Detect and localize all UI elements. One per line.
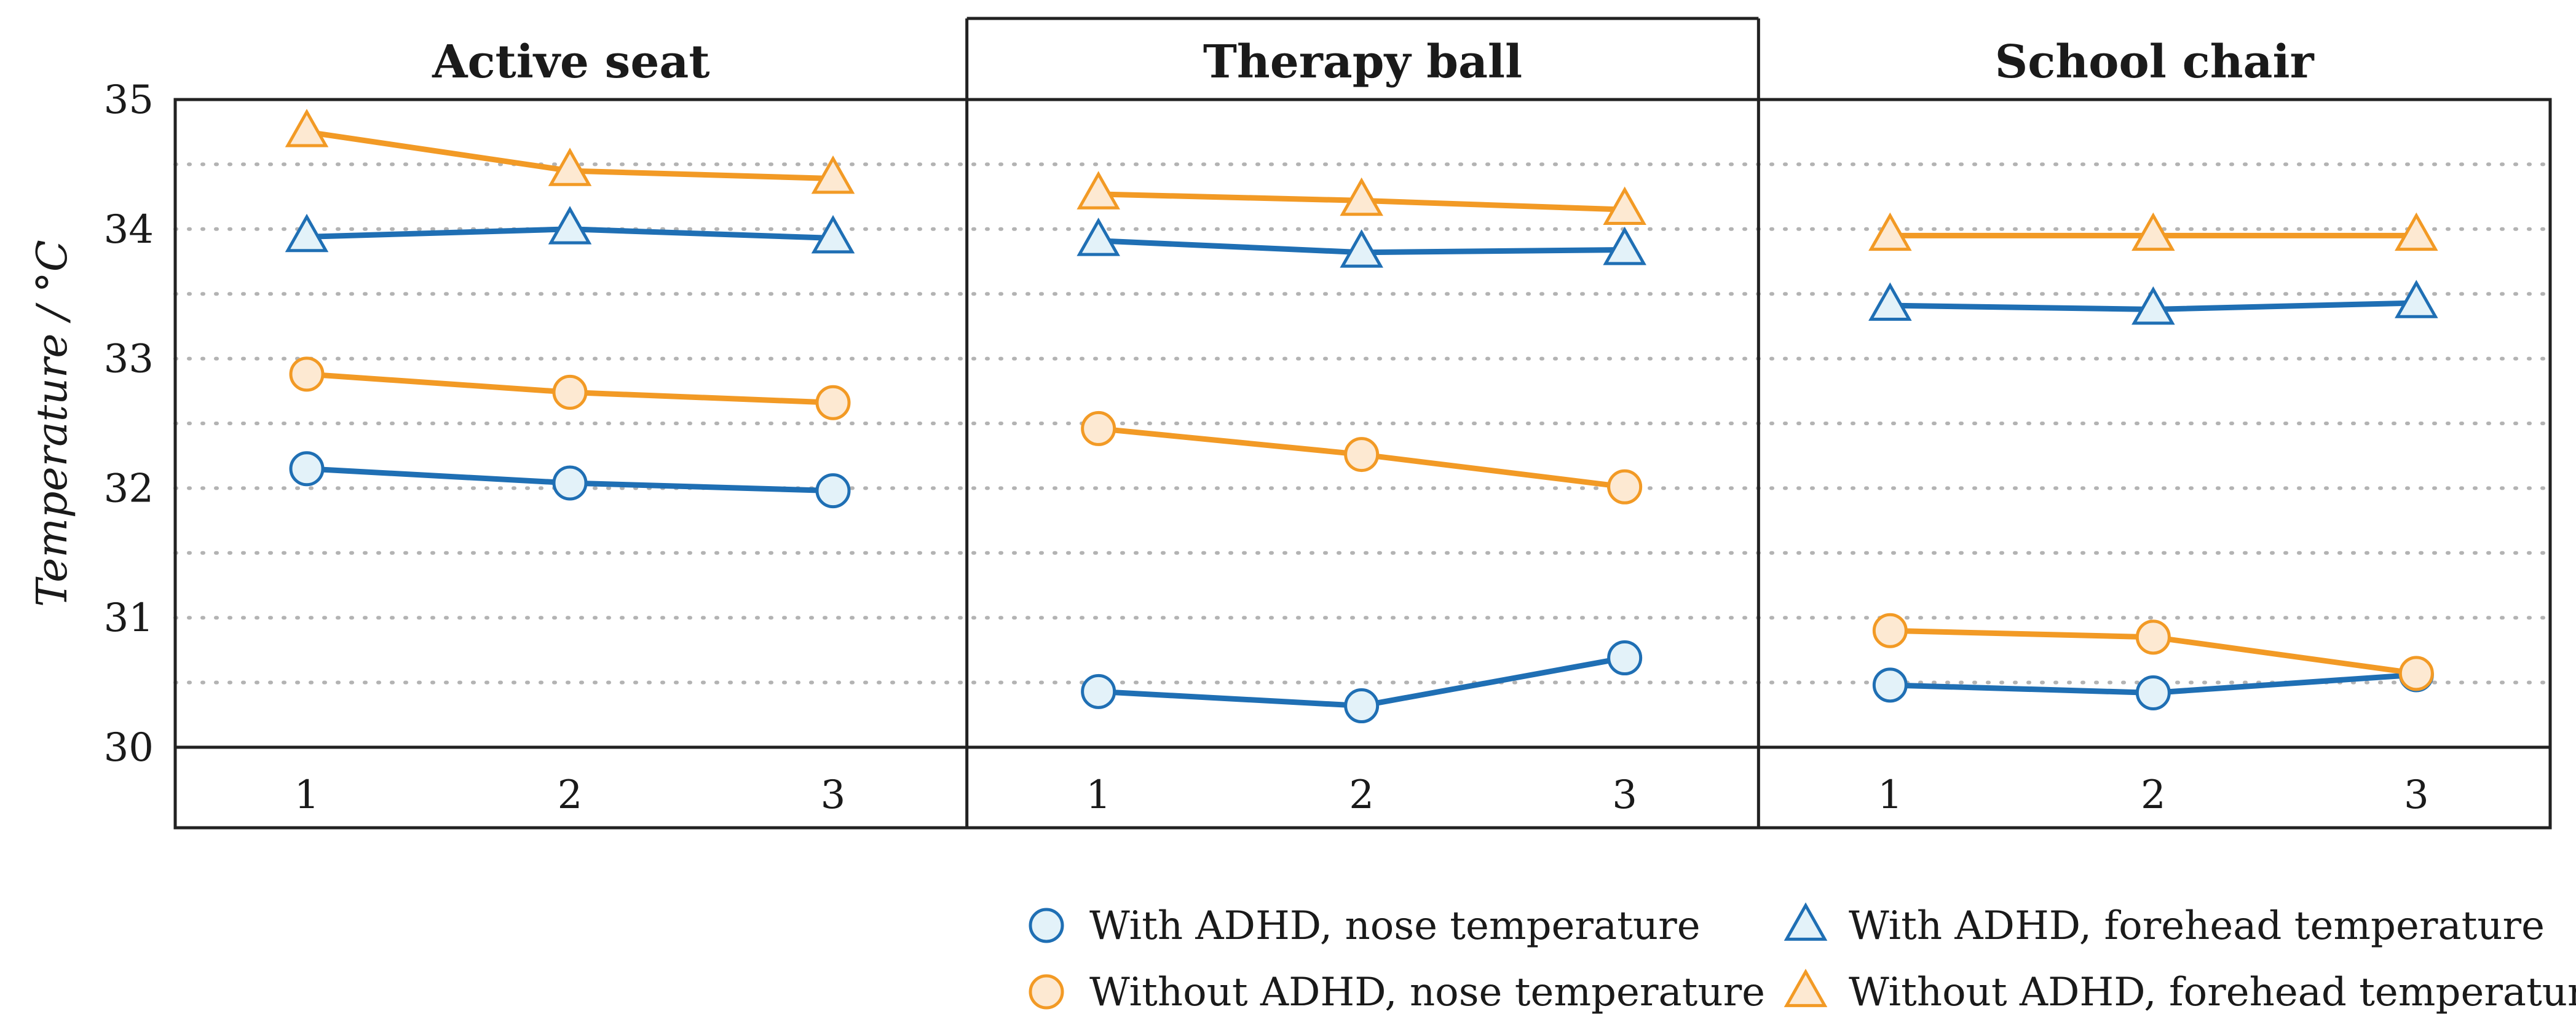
legend: With ADHD, nose temperature With ADHD, fo… bbox=[1029, 902, 2576, 1015]
data-point bbox=[2398, 656, 2434, 691]
data-point bbox=[1872, 613, 1908, 648]
y-axis: 30 31 32 33 34 35 Temperature / °C bbox=[28, 77, 154, 771]
data-point bbox=[2132, 212, 2175, 251]
panel-title: School chair bbox=[1995, 36, 2315, 88]
legend-marker bbox=[1784, 968, 1828, 1007]
x-axis: 1 2 3 1 2 3 1 2 3 bbox=[294, 772, 2429, 818]
data-point bbox=[548, 206, 592, 245]
x-tick-label: 2 bbox=[2141, 772, 2166, 818]
data-point bbox=[548, 147, 592, 186]
panel-titles: Active seat Therapy ball School chair bbox=[432, 36, 2314, 88]
data-point bbox=[815, 385, 851, 420]
data-point bbox=[2395, 280, 2438, 318]
data-point bbox=[2395, 212, 2438, 251]
data-point bbox=[285, 109, 329, 147]
data-point bbox=[1077, 171, 1120, 210]
data-point bbox=[285, 213, 329, 253]
data-point bbox=[1603, 226, 1646, 265]
legend-marker bbox=[1029, 908, 1064, 943]
data-point bbox=[289, 356, 325, 392]
data-point bbox=[2135, 675, 2171, 710]
legend-label: Without ADHD, forehead temperature bbox=[1849, 970, 2576, 1015]
data-point bbox=[1872, 667, 1908, 703]
legend-marker bbox=[1029, 974, 1064, 1010]
data-point bbox=[1340, 229, 1383, 268]
y-tick-label: 34 bbox=[104, 207, 154, 253]
data-point bbox=[552, 374, 588, 410]
data-point bbox=[289, 451, 325, 487]
y-tick-label: 33 bbox=[104, 337, 154, 382]
x-tick-label: 1 bbox=[294, 772, 320, 818]
data-point bbox=[1077, 218, 1120, 256]
legend-label: Without ADHD, nose temperature bbox=[1089, 970, 1765, 1015]
y-tick-label: 30 bbox=[104, 725, 154, 771]
data-point bbox=[1344, 437, 1380, 473]
series-layer bbox=[285, 109, 2438, 724]
x-tick-label: 2 bbox=[1349, 772, 1374, 818]
data-point bbox=[1603, 186, 1646, 225]
y-axis-label: Temperature / °C bbox=[28, 240, 77, 607]
data-point bbox=[1081, 674, 1116, 709]
data-point bbox=[552, 465, 588, 501]
data-point bbox=[1340, 177, 1383, 216]
data-point bbox=[811, 155, 855, 194]
x-tick-label: 1 bbox=[1878, 772, 1903, 818]
outer-frame bbox=[173, 98, 2552, 830]
panel-frames bbox=[173, 17, 2552, 830]
data-point bbox=[1607, 469, 1643, 505]
data-point bbox=[1081, 410, 1116, 446]
y-tick-label: 31 bbox=[104, 595, 154, 641]
y-tick-label: 32 bbox=[104, 466, 154, 511]
data-point bbox=[1344, 688, 1380, 724]
x-tick-label: 1 bbox=[1086, 772, 1111, 818]
data-point bbox=[2135, 619, 2171, 655]
legend-marker bbox=[1784, 902, 1828, 941]
y-tick-label: 35 bbox=[104, 77, 154, 123]
x-tick-label: 3 bbox=[821, 772, 846, 818]
legend-label: With ADHD, nose temperature bbox=[1089, 903, 1701, 949]
x-tick-label: 2 bbox=[558, 772, 583, 818]
data-point bbox=[811, 214, 855, 254]
panel-title: Active seat bbox=[432, 36, 709, 88]
data-point bbox=[1868, 212, 1912, 251]
data-point bbox=[1868, 282, 1912, 321]
data-point bbox=[1607, 640, 1643, 676]
panel-title: Therapy ball bbox=[1203, 36, 1522, 88]
data-point bbox=[815, 473, 851, 509]
legend-label: With ADHD, forehead temperature bbox=[1849, 903, 2545, 949]
x-tick-label: 3 bbox=[1612, 772, 1637, 818]
x-tick-label: 3 bbox=[2404, 772, 2429, 818]
data-point bbox=[2132, 286, 2175, 325]
